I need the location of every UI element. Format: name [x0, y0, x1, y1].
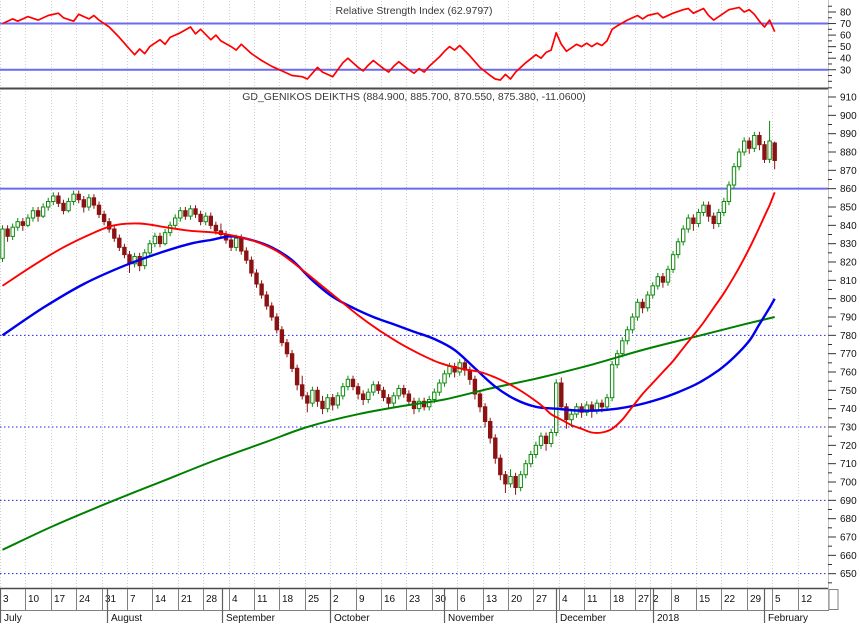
date-tick-label: 17 — [54, 594, 66, 605]
price-tick-label: 680 — [840, 514, 857, 525]
date-tick-label: 18 — [282, 594, 294, 605]
date-tick-label: 5 — [775, 594, 781, 605]
rsi-tick-label: 50 — [840, 42, 852, 53]
month-label: September — [226, 613, 276, 624]
price-tick-label: 710 — [840, 459, 857, 470]
price-tick-label: 860 — [840, 184, 857, 195]
ma-fast-line — [1, 191, 776, 434]
price-tick-label: 670 — [840, 532, 857, 543]
rsi-tick-label: 70 — [840, 19, 852, 30]
price-tick-label: 760 — [840, 367, 857, 378]
price-tick-label: 740 — [840, 404, 857, 415]
candlesticks — [0, 120, 777, 495]
month-label: October — [334, 613, 370, 624]
date-tick-label: 11 — [257, 594, 268, 605]
date-tick-label: 8 — [674, 594, 680, 605]
date-tick-label: 25 — [308, 594, 320, 605]
price-tick-label: 820 — [840, 257, 857, 268]
ma-slow-line — [2, 316, 775, 551]
price-tick-label: 890 — [840, 129, 857, 140]
date-tick-label: 29 — [750, 594, 762, 605]
price-tick-label: 910 — [840, 93, 857, 104]
price-tick-label: 770 — [840, 349, 857, 360]
rsi-panel — [0, 6, 828, 81]
date-tick-label: 12 — [801, 594, 813, 605]
price-tick-label: 690 — [840, 496, 857, 507]
price-tick-label: 810 — [840, 276, 857, 287]
rsi-tick-label: 60 — [840, 31, 852, 42]
date-tick-label: 9 — [359, 594, 365, 605]
date-tick-label: 24 — [79, 594, 91, 605]
date-tick-label: 31 — [105, 594, 117, 605]
date-tick-label: 27 — [536, 594, 548, 605]
date-axis[interactable]: 3 10 17 24 31 7 14 21 28 4 11 18 25 2 9 16 23 30 6 13 20 27 4 1… — [0, 589, 839, 624]
date-tick-label: 20 — [511, 594, 523, 605]
price-tick-label: 780 — [840, 331, 857, 342]
gridlines — [0, 1, 799, 588]
date-tick-label: 21 — [181, 594, 193, 605]
date-tick-label: 10 — [28, 594, 40, 605]
date-tick-label: 11 — [587, 594, 598, 605]
date-tick-label: 2 — [333, 594, 339, 605]
price-tick-label: 870 — [840, 166, 857, 177]
rsi-tick-label: 40 — [840, 54, 852, 65]
price-tick-label: 850 — [840, 202, 857, 213]
price-tick-label: 880 — [840, 147, 857, 158]
price-tick-label: 800 — [840, 294, 857, 305]
moving-averages — [1, 191, 776, 551]
level-lines — [0, 187, 828, 575]
price-tick-label: 700 — [840, 477, 857, 488]
price-tick-label: 750 — [840, 386, 857, 397]
axis-corner-box — [828, 589, 839, 610]
date-tick-label: 28 — [206, 594, 218, 605]
month-label: 2018 — [657, 613, 680, 624]
date-tick-label: 4 — [232, 594, 238, 605]
rsi-tick-label: 80 — [840, 8, 852, 19]
date-tick-label: 7 — [130, 594, 136, 605]
month-label: August — [111, 613, 142, 624]
price-tick-label: 830 — [840, 239, 857, 250]
month-label: February — [768, 613, 808, 624]
rsi-line — [2, 6, 776, 81]
month-label: July — [4, 613, 22, 624]
price-tick-label: 730 — [840, 422, 857, 433]
price-tick-label: 790 — [840, 312, 857, 323]
panel-borders — [0, 0, 829, 611]
price-tick-label: 720 — [840, 441, 857, 452]
month-label: November — [448, 613, 495, 624]
ma-medium-line — [1, 235, 776, 412]
date-tick-label: 13 — [486, 594, 498, 605]
price-tick-label: 900 — [840, 111, 857, 122]
date-tick-label: 3 — [3, 594, 9, 605]
date-tick-label: 16 — [384, 594, 396, 605]
date-tick-label: 14 — [155, 594, 167, 605]
price-tick-label: 650 — [840, 569, 857, 580]
date-tick-label: 18 — [613, 594, 625, 605]
rsi-tick-label: 30 — [840, 65, 852, 76]
price-tick-label: 840 — [840, 221, 857, 232]
date-tick-label: 6 — [460, 594, 466, 605]
date-tick-label: 2 — [653, 594, 659, 605]
date-tick-label: 27 — [638, 594, 650, 605]
date-tick-label: 30 — [435, 594, 447, 605]
date-tick-label: 4 — [562, 594, 568, 605]
date-tick-label: 15 — [699, 594, 711, 605]
date-tick-label: 23 — [409, 594, 421, 605]
price-tick-label: 660 — [840, 551, 857, 562]
month-label: December — [560, 613, 607, 624]
date-tick-label: 22 — [724, 594, 736, 605]
